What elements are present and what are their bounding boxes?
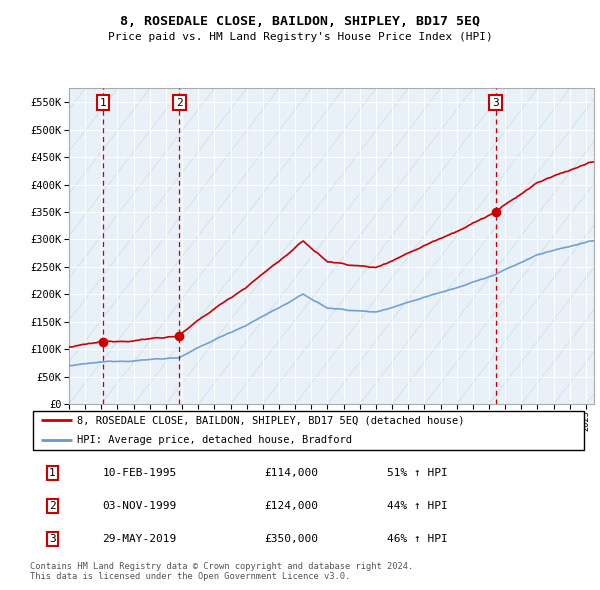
Text: 44% ↑ HPI: 44% ↑ HPI [387,501,448,511]
Text: 3: 3 [49,534,56,544]
Text: 2: 2 [176,98,183,108]
Text: Contains HM Land Registry data © Crown copyright and database right 2024.
This d: Contains HM Land Registry data © Crown c… [30,562,413,581]
Text: 3: 3 [492,98,499,108]
Text: 51% ↑ HPI: 51% ↑ HPI [387,468,448,478]
Text: 8, ROSEDALE CLOSE, BAILDON, SHIPLEY, BD17 5EQ (detached house): 8, ROSEDALE CLOSE, BAILDON, SHIPLEY, BD1… [77,415,465,425]
Text: 1: 1 [100,98,106,108]
Text: 46% ↑ HPI: 46% ↑ HPI [387,534,448,544]
Text: 03-NOV-1999: 03-NOV-1999 [103,501,177,511]
Text: £350,000: £350,000 [265,534,319,544]
Text: HPI: Average price, detached house, Bradford: HPI: Average price, detached house, Brad… [77,435,352,445]
Text: £114,000: £114,000 [265,468,319,478]
Text: 29-MAY-2019: 29-MAY-2019 [103,534,177,544]
FancyBboxPatch shape [33,411,584,450]
Text: £124,000: £124,000 [265,501,319,511]
Text: 2: 2 [49,501,56,511]
Text: 8, ROSEDALE CLOSE, BAILDON, SHIPLEY, BD17 5EQ: 8, ROSEDALE CLOSE, BAILDON, SHIPLEY, BD1… [120,15,480,28]
Text: 1: 1 [49,468,56,478]
Text: Price paid vs. HM Land Registry's House Price Index (HPI): Price paid vs. HM Land Registry's House … [107,32,493,42]
Text: 10-FEB-1995: 10-FEB-1995 [103,468,177,478]
